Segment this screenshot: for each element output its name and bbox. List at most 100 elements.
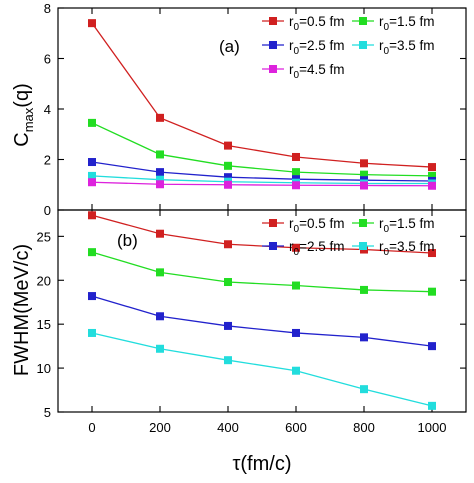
series-line-5: [91, 181, 433, 187]
x-tick-label: 800: [353, 420, 375, 435]
series-line-4: [91, 175, 432, 185]
panel-b-y-ticks: 5 10 15 20 25: [37, 210, 466, 420]
data-point: [360, 285, 368, 294]
data-point: [292, 366, 300, 375]
panel-a-series: [88, 19, 436, 190]
data-point: [428, 401, 436, 410]
data-point: [88, 118, 96, 127]
data-point: [292, 243, 300, 252]
data-point: [88, 292, 96, 301]
data-point: [428, 342, 436, 351]
data-point: [360, 170, 368, 179]
data-point: [224, 278, 232, 287]
legend-entry: r0=3.5 fm: [379, 38, 434, 57]
data-point: [224, 141, 232, 150]
x-axis-title: τ(fm/c): [233, 453, 292, 475]
data-point: [292, 181, 300, 190]
data-point: [156, 229, 164, 238]
panel-a-y-ticks: 0 2 4 6 8: [44, 1, 466, 218]
y-tick-label: 5: [44, 405, 51, 420]
data-point: [156, 344, 164, 353]
panel-b-frame: [57, 209, 467, 413]
series-line-1: [91, 22, 433, 168]
data-point: [360, 385, 368, 394]
legend-marker: [269, 242, 277, 250]
legend-entry: r0=2.5 fm: [289, 239, 344, 258]
panel-b-series: [88, 211, 436, 410]
legend-entry: r0=3.5 fm: [379, 239, 434, 258]
panel-a-y-axis-title: Cmax(q): [11, 83, 36, 146]
data-point: [292, 152, 300, 161]
y-tick-label: 4: [44, 102, 51, 117]
data-point: [88, 158, 96, 167]
y-tick-label: 8: [44, 1, 51, 16]
legend-marker: [359, 242, 367, 250]
data-point: [292, 168, 300, 177]
legend-marker: [269, 219, 277, 227]
data-point: [156, 150, 164, 159]
y-tick-label: 0: [44, 203, 51, 218]
legend-marker: [269, 65, 277, 73]
panel-a: 0 2 4 6 8 (a) Cmax(q) r0=0.5 fm r0=1.5 fm r0=2…: [11, 1, 467, 218]
data-point: [156, 312, 164, 321]
legend-entry: r0=4.5 fm: [289, 62, 344, 81]
data-point: [292, 328, 300, 337]
y-tick-label: 20: [37, 273, 51, 288]
data-point: [224, 173, 232, 182]
data-point: [292, 281, 300, 290]
legend-entry: r0=1.5 fm: [379, 14, 434, 33]
x-tick-label: 1000: [418, 420, 447, 435]
data-point: [156, 175, 164, 184]
x-tick-label: 600: [285, 420, 307, 435]
panel-b-legend: r0=0.5 fm r0=1.5 fm r0=2.5 fm r0=3.5 fm: [262, 216, 434, 258]
x-tick-label: 400: [217, 420, 239, 435]
legend-marker: [269, 17, 277, 25]
data-point: [88, 19, 96, 28]
series-line-4: [91, 332, 433, 407]
data-point: [360, 333, 368, 342]
y-tick-label: 6: [44, 52, 51, 67]
data-point: [88, 171, 96, 180]
y-tick-label: 25: [37, 229, 51, 244]
data-point: [156, 168, 164, 177]
series-line-2: [91, 251, 433, 293]
panel-a-legend: r0=0.5 fm r0=1.5 fm r0=2.5 fm r0=3.5 fm r0=4…: [262, 14, 434, 81]
data-point: [88, 178, 96, 187]
legend-entry: r0=2.5 fm: [289, 38, 344, 57]
y-tick-label: 10: [37, 361, 51, 376]
data-point: [224, 321, 232, 330]
data-point: [360, 181, 368, 190]
data-point: [224, 240, 232, 249]
legend-entry: r0=0.5 fm: [289, 216, 344, 235]
y-tick-label: 15: [37, 317, 51, 332]
legend-marker: [359, 41, 367, 49]
data-point: [360, 159, 368, 168]
legend-entry: r0=0.5 fm: [289, 14, 344, 33]
data-point: [156, 268, 164, 277]
data-point: [428, 163, 436, 172]
y-tick-label: 2: [44, 153, 51, 168]
legend-marker: [359, 219, 367, 227]
data-point: [156, 180, 164, 189]
panel-b-y-axis-title: FWHM(MeV/c): [11, 244, 33, 376]
data-point: [428, 249, 436, 258]
data-point: [156, 113, 164, 122]
data-point: [88, 328, 96, 337]
data-point: [224, 161, 232, 170]
series-line-3: [91, 161, 433, 182]
data-point: [428, 171, 436, 180]
data-point: [428, 181, 436, 190]
series-line-2: [91, 122, 433, 177]
data-point: [88, 211, 96, 220]
legend-marker: [269, 41, 277, 49]
data-point: [428, 287, 436, 296]
panel-b: 5 10 15 20 25 (b) FWHM(MeV/c) r0=0.5 fm r0=1.…: [11, 209, 467, 420]
x-tick-label: 0: [88, 420, 95, 435]
legend-marker: [359, 17, 367, 25]
panel-b-label: (b): [117, 231, 138, 250]
series-line-3: [91, 295, 433, 347]
data-point: [224, 356, 232, 365]
data-point: [88, 248, 96, 257]
x-tick-label: 200: [149, 420, 171, 435]
